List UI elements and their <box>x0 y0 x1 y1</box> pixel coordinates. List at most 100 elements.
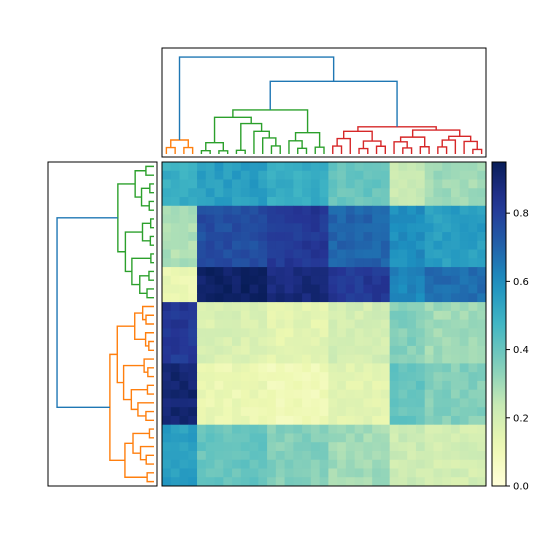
heatmap-cell <box>319 337 329 347</box>
heatmap-cell <box>407 267 417 277</box>
row-dendrogram-link <box>147 367 154 378</box>
heatmap-cell <box>407 275 417 285</box>
heatmap-cell <box>205 380 215 391</box>
heatmap-cell <box>275 459 285 469</box>
heatmap-cell <box>232 363 242 373</box>
heatmap-cell <box>363 319 373 329</box>
heatmap-cell <box>442 372 452 382</box>
heatmap-cell <box>424 214 434 224</box>
heatmap-cell <box>188 197 198 207</box>
heatmap-cell <box>267 459 277 469</box>
row-dendrogram-link <box>148 270 154 281</box>
heatmap-cell <box>468 415 478 426</box>
heatmap-cell <box>284 380 294 391</box>
heatmap-cell <box>284 442 294 452</box>
heatmap-cell <box>179 450 189 461</box>
heatmap-cell <box>389 310 399 321</box>
heatmap-cell <box>424 232 434 242</box>
heatmap-cell <box>442 459 452 469</box>
heatmap-cell <box>240 363 250 373</box>
heatmap-cell <box>214 354 224 364</box>
heatmap-cell <box>214 232 224 242</box>
heatmap-cell <box>337 310 347 321</box>
heatmap-cell <box>468 424 478 434</box>
row-dendrogram-link <box>145 314 154 325</box>
heatmap-cell <box>407 205 417 215</box>
heatmap-cell <box>389 477 399 487</box>
row-dendrogram-link <box>131 257 151 286</box>
heatmap-cell <box>275 424 285 434</box>
heatmap-cell <box>258 380 268 391</box>
heatmap-cell <box>363 468 373 478</box>
heatmap-cell <box>188 310 198 321</box>
heatmap-cell <box>380 240 391 250</box>
heatmap-cell <box>293 363 303 373</box>
heatmap-cell <box>328 380 338 391</box>
heatmap-cell <box>328 170 338 180</box>
colorbar <box>491 161 507 487</box>
heatmap-cell <box>240 459 250 469</box>
heatmap-cell <box>354 398 364 408</box>
heatmap-cell <box>240 345 250 356</box>
heatmap-cell <box>275 232 285 242</box>
heatmap-cell <box>319 407 329 417</box>
heatmap-cell <box>214 450 224 461</box>
heatmap-cell <box>372 205 382 215</box>
heatmap-cell <box>372 284 382 294</box>
heatmap-cell <box>240 258 250 268</box>
heatmap-cell <box>459 319 469 329</box>
row-dendrogram-link <box>149 218 154 229</box>
heatmap-cell <box>284 468 294 478</box>
heatmap-cell <box>293 380 303 391</box>
heatmap-cell <box>345 232 356 242</box>
heatmap-cell <box>415 284 426 294</box>
heatmap-cell <box>232 310 242 321</box>
heatmap-cell <box>258 310 268 321</box>
heatmap-cell <box>162 372 172 382</box>
heatmap-cell <box>363 450 373 461</box>
heatmap-cell <box>275 363 285 373</box>
heatmap-cell <box>415 275 426 285</box>
heatmap-cell <box>188 293 198 303</box>
heatmap-cell <box>319 380 329 391</box>
heatmap-cell <box>398 249 408 259</box>
heatmap-cell <box>258 319 268 329</box>
heatmap-cell <box>170 170 180 180</box>
heatmap-cell <box>267 328 277 338</box>
row-dendrogram-link <box>149 183 154 194</box>
heatmap-cell <box>275 468 285 478</box>
heatmap-cell <box>442 363 452 373</box>
heatmap-cell <box>310 398 321 408</box>
heatmap-cell <box>424 328 434 338</box>
heatmap-cell <box>223 302 233 312</box>
heatmap-cell <box>319 468 329 478</box>
heatmap-cell <box>442 293 452 303</box>
column-dendrogram-link <box>213 116 252 143</box>
heatmap-cell <box>380 407 391 417</box>
heatmap-cell <box>337 293 347 303</box>
heatmap-cell <box>398 302 408 312</box>
heatmap-cell <box>302 407 312 417</box>
heatmap-cell <box>380 258 391 268</box>
heatmap-cell <box>363 415 373 426</box>
heatmap-cell <box>162 310 172 321</box>
heatmap-cell <box>389 415 399 426</box>
heatmap-cell <box>433 398 443 408</box>
heatmap-cell <box>328 345 338 356</box>
heatmap-cell <box>197 398 207 408</box>
heatmap-cell <box>223 162 233 172</box>
heatmap-cell <box>450 293 461 303</box>
heatmap-cell <box>249 433 259 443</box>
heatmap-cell <box>328 328 338 338</box>
heatmap-cell <box>188 205 198 215</box>
heatmap-cell <box>214 459 224 469</box>
heatmap-cell <box>459 249 469 259</box>
heatmap-cell <box>424 162 434 172</box>
heatmap-cell <box>214 267 224 277</box>
heatmap-cell <box>302 232 312 242</box>
heatmap-cell <box>162 232 172 242</box>
heatmap-cell <box>223 372 233 382</box>
heatmap-cell <box>170 433 180 443</box>
heatmap-cell <box>398 477 408 487</box>
heatmap-cell <box>433 232 443 242</box>
